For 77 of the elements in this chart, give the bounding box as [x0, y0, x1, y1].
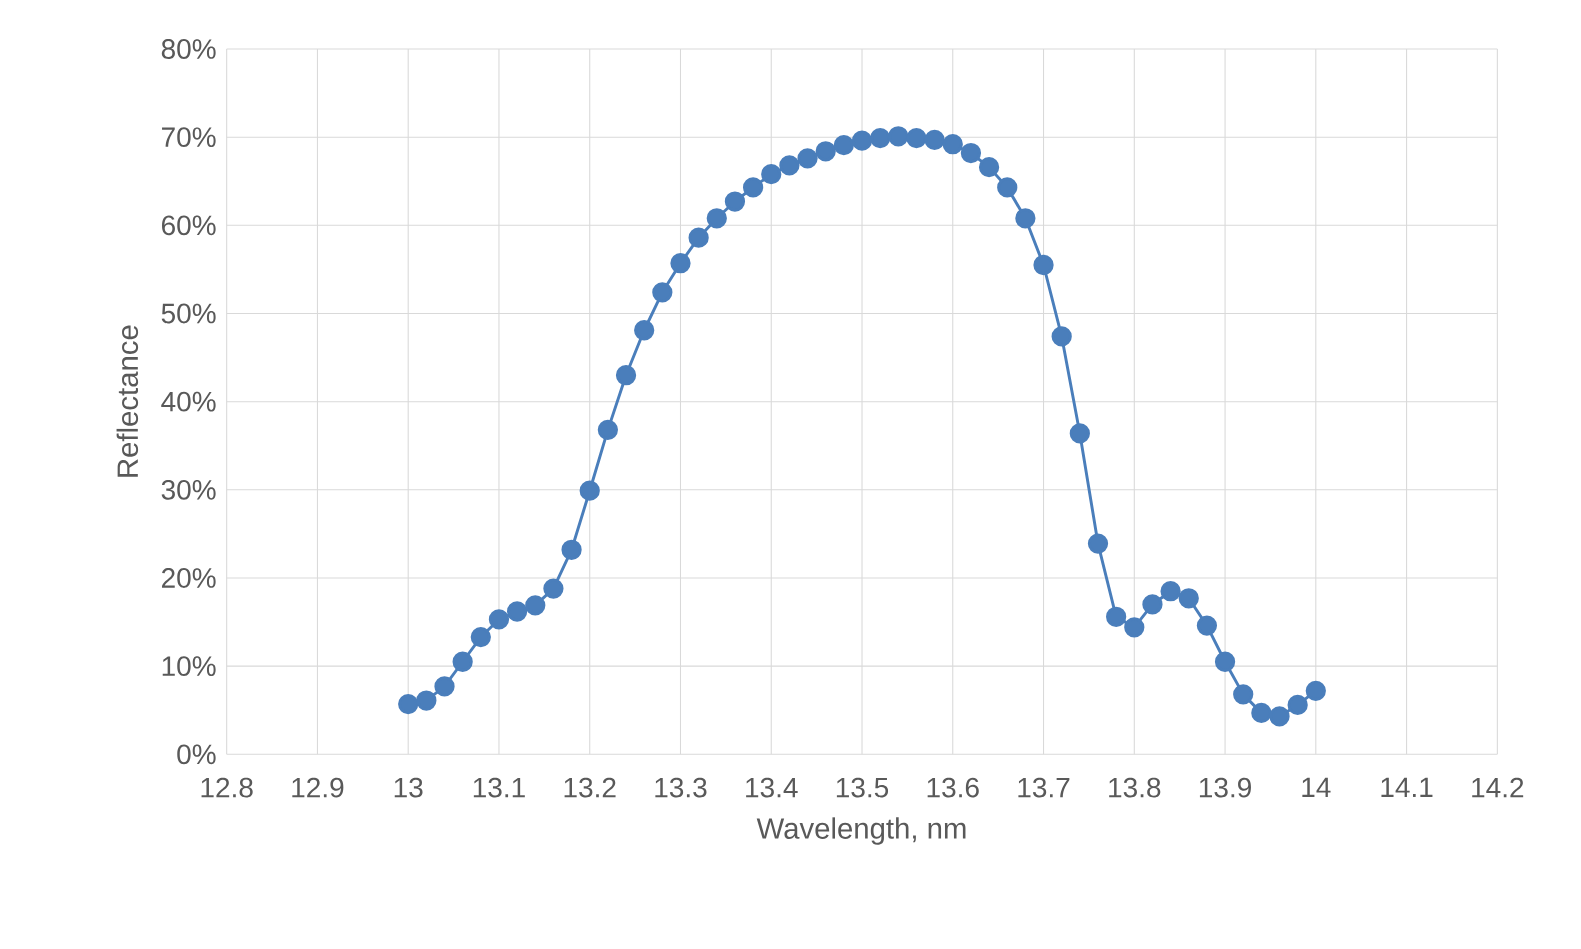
- point: [942, 134, 963, 155]
- x-axis-title: Wavelength, nm: [756, 817, 966, 845]
- y-tick-label: 80%: [161, 39, 216, 59]
- point: [797, 148, 818, 169]
- point: [1051, 326, 1072, 347]
- point: [652, 282, 673, 303]
- point: [779, 155, 800, 176]
- point: [670, 253, 691, 274]
- point: [488, 609, 510, 630]
- point: [1160, 581, 1181, 602]
- point: [579, 480, 600, 501]
- point: [597, 419, 619, 441]
- point: [815, 141, 836, 162]
- point: [851, 130, 873, 151]
- x-tick-label: 13.9: [1199, 777, 1251, 798]
- point: [870, 127, 891, 149]
- x-tick-label: 14.2: [1472, 777, 1524, 798]
- y-axis-title: Reflectance: [116, 325, 139, 477]
- point: [1305, 680, 1326, 701]
- point: [1233, 684, 1254, 705]
- y-tick-label: 70%: [162, 127, 216, 148]
- point: [724, 191, 746, 212]
- y-tick-label: 50%: [161, 303, 216, 324]
- point: [543, 578, 564, 599]
- point: [960, 142, 982, 164]
- point: [706, 208, 727, 229]
- x-tick-label: 13.6: [927, 777, 979, 798]
- point: [978, 157, 1000, 178]
- point: [761, 164, 782, 185]
- x-tick-label: 13.7: [1018, 777, 1070, 798]
- x-tick-label: 13.3: [655, 777, 707, 798]
- x-tick-label: 12.9: [292, 777, 344, 798]
- x-tick-label: 13.8: [1109, 777, 1161, 798]
- point: [398, 693, 419, 715]
- point: [506, 601, 528, 622]
- point: [688, 227, 709, 248]
- point: [452, 651, 473, 672]
- x-tick-label: 13.5: [836, 777, 889, 798]
- y-tick-label: 10%: [162, 656, 216, 677]
- point: [1087, 533, 1109, 554]
- point: [561, 539, 582, 560]
- x-tick-label: 13: [394, 777, 423, 798]
- x-tick-label: 13.1: [473, 777, 525, 798]
- y-tick-label: 30%: [161, 479, 216, 500]
- y-tick-label: 20%: [161, 568, 216, 588]
- point: [1069, 423, 1090, 444]
- point: [434, 676, 455, 697]
- point: [924, 129, 945, 150]
- y-tick-label: 60%: [162, 215, 216, 236]
- point: [615, 365, 637, 386]
- x-tick-label: 13.4: [746, 777, 798, 798]
- y-tick-label: 40%: [161, 391, 216, 412]
- point: [997, 177, 1018, 198]
- point: [1196, 615, 1218, 636]
- point: [833, 134, 854, 156]
- point: [1015, 208, 1036, 229]
- point: [470, 626, 491, 648]
- point: [1269, 706, 1290, 727]
- point: [525, 595, 546, 616]
- point: [1106, 606, 1127, 627]
- point: [906, 127, 927, 149]
- point: [1124, 617, 1145, 638]
- point: [416, 690, 437, 711]
- point: [634, 320, 655, 341]
- point: [1033, 254, 1054, 276]
- point: [1251, 702, 1272, 724]
- x-tick-label: 14.1: [1381, 777, 1433, 797]
- x-tick-label: 14: [1302, 777, 1331, 797]
- point: [1287, 694, 1308, 716]
- point: [1214, 651, 1236, 672]
- x-tick-label: 12.8: [201, 777, 253, 798]
- point: [742, 177, 764, 198]
- point: [1142, 594, 1163, 615]
- x-tick-label: 13.2: [564, 777, 616, 798]
- point: [1178, 588, 1199, 609]
- point: [888, 126, 909, 147]
- y-tick-label: 0%: [177, 744, 216, 765]
